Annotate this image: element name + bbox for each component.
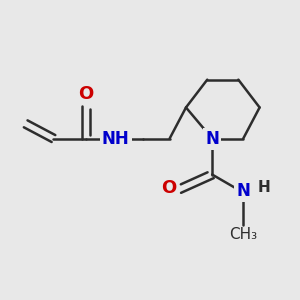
- Text: O: O: [161, 178, 176, 196]
- Text: O: O: [79, 85, 94, 103]
- Text: N: N: [236, 182, 250, 200]
- Text: NH: NH: [102, 130, 130, 148]
- Text: H: H: [258, 180, 271, 195]
- Text: N: N: [205, 130, 219, 148]
- Text: CH₃: CH₃: [229, 227, 257, 242]
